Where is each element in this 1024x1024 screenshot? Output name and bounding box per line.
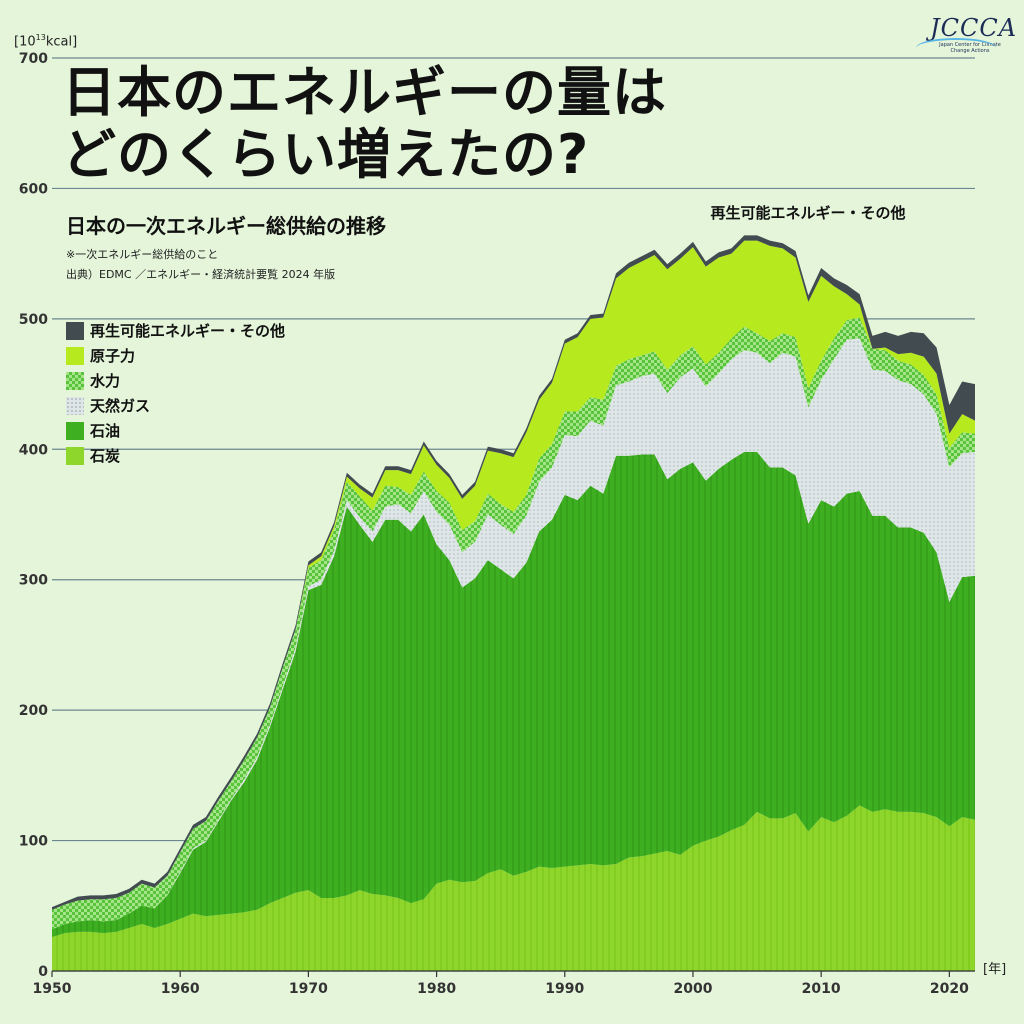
headline-line-1: 日本のエネルギーの量は	[62, 61, 667, 124]
y-tick-label: 300	[19, 573, 48, 589]
legend-label-hydro: 水力	[90, 372, 121, 390]
area-coal	[52, 805, 975, 971]
legend-swatch-coal	[66, 446, 84, 465]
source-note: 出典）EDMC ／エネルギー・経済統計要覧 2024 年版	[66, 268, 336, 281]
legend-label-renewable: 再生可能エネルギー・その他	[90, 322, 286, 340]
y-tick-label: 700	[19, 51, 48, 67]
logo-text: JCCCA	[930, 14, 1018, 42]
legend-item-nuclear: 原子力	[66, 343, 306, 368]
y-tick-label: 100	[19, 834, 48, 850]
legend-item-coal: 石炭	[66, 443, 306, 468]
legend-swatch-gas	[66, 396, 84, 415]
legend-label-oil: 石油	[90, 422, 121, 440]
y-tick-label: 600	[19, 181, 48, 197]
x-tick-label: 1990	[545, 981, 584, 997]
jccca-logo: JCCCA Japan Center for Climate Change Ac…	[916, 14, 1018, 54]
legend-item-oil: 石油	[66, 418, 306, 443]
x-axis-unit: [年]	[983, 962, 1007, 977]
y-tick-label: 0	[38, 964, 48, 980]
x-tick-label: 2000	[673, 981, 712, 997]
logo-arc	[916, 38, 996, 58]
legend-swatch-nuclear	[66, 346, 84, 365]
legend-label-nuclear: 原子力	[90, 347, 136, 365]
x-tick-label: 1950	[33, 981, 72, 997]
chart-legend: 再生可能エネルギー・その他 原子力 水力 天然ガス 石油 石炭	[66, 318, 306, 468]
y-tick-label: 400	[19, 442, 48, 458]
chart-subtitle: 日本の一次エネルギー総供給の推移	[66, 214, 386, 238]
legend-item-gas: 天然ガス	[66, 393, 306, 418]
x-tick-label: 2020	[930, 981, 969, 997]
legend-swatch-renewable	[66, 321, 84, 340]
area-gas	[52, 338, 975, 930]
y-tick-label: 200	[19, 703, 48, 719]
y-tick-label: 500	[19, 312, 48, 328]
legend-item-renewable: 再生可能エネルギー・その他	[66, 318, 306, 343]
legend-label-gas: 天然ガス	[90, 397, 151, 415]
x-tick-label: 1980	[417, 981, 456, 997]
x-tick-label: 1960	[161, 981, 200, 997]
legend-swatch-hydro	[66, 371, 84, 390]
legend-item-hydro: 水力	[66, 368, 306, 393]
x-tick-label: 1970	[289, 981, 328, 997]
y-axis-unit: [1013kcal]	[14, 33, 78, 50]
headline-line-2: どのくらい増えたの?	[62, 123, 590, 186]
area-oil	[52, 451, 975, 938]
x-tick-label: 2010	[802, 981, 841, 997]
legend-swatch-oil	[66, 421, 84, 440]
renewable-annotation: 再生可能エネルギー・その他	[710, 204, 905, 222]
definition-note: ※一次エネルギー総供給のこと	[66, 248, 219, 261]
legend-label-coal: 石炭	[90, 447, 121, 465]
headline: 日本のエネルギーの量は どのくらい増えたの?	[62, 62, 667, 186]
